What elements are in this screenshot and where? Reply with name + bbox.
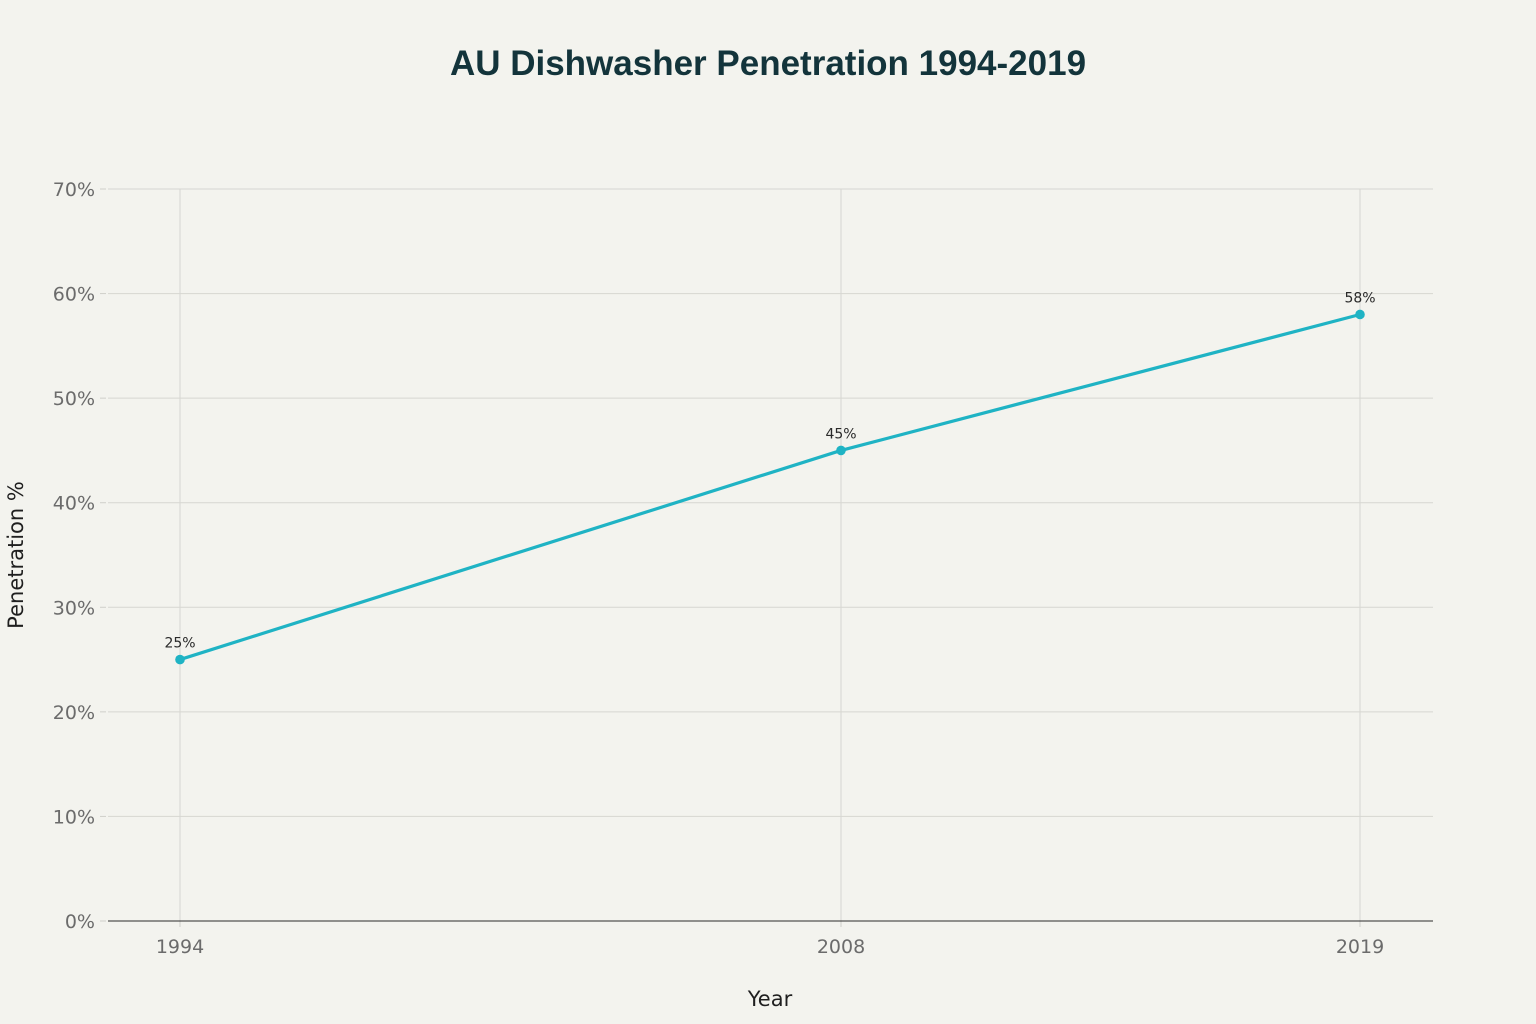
data-label: 58% [1344,290,1375,306]
data-label: 45% [825,426,856,442]
y-tick-label: 30% [53,597,95,619]
y-tick-label: 60% [53,284,95,306]
y-tick-label: 40% [53,493,95,515]
series-line [178,312,1362,662]
data-point[interactable] [1355,309,1365,320]
y-tick-label: 70% [53,179,95,201]
y-tick-label: 50% [53,388,95,410]
data-point[interactable] [836,445,846,456]
y-tick-label: 20% [53,702,95,724]
axis-layer: 0% 10% 20% 30% 40% 50% 60% 70% 1994 2008 2019 [53,179,1433,958]
data-label: 25% [164,636,195,652]
y-tick-label: 10% [53,806,95,828]
chart-title: AU Dishwasher Penetration 1994-2019 [450,44,1086,83]
label-layer: 25% 45% 58% [164,290,1375,651]
data-point[interactable] [175,654,185,665]
y-axis-title: Penetration % [4,481,28,629]
y-tick-label: 0% [65,911,95,933]
grid-layer [108,188,1433,921]
series-layer [175,309,1365,665]
x-tick-label: 2019 [1336,936,1384,958]
x-axis-title: Year [747,987,793,1011]
x-tick-label: 2008 [817,936,865,958]
x-tick-label: 1994 [156,936,204,958]
